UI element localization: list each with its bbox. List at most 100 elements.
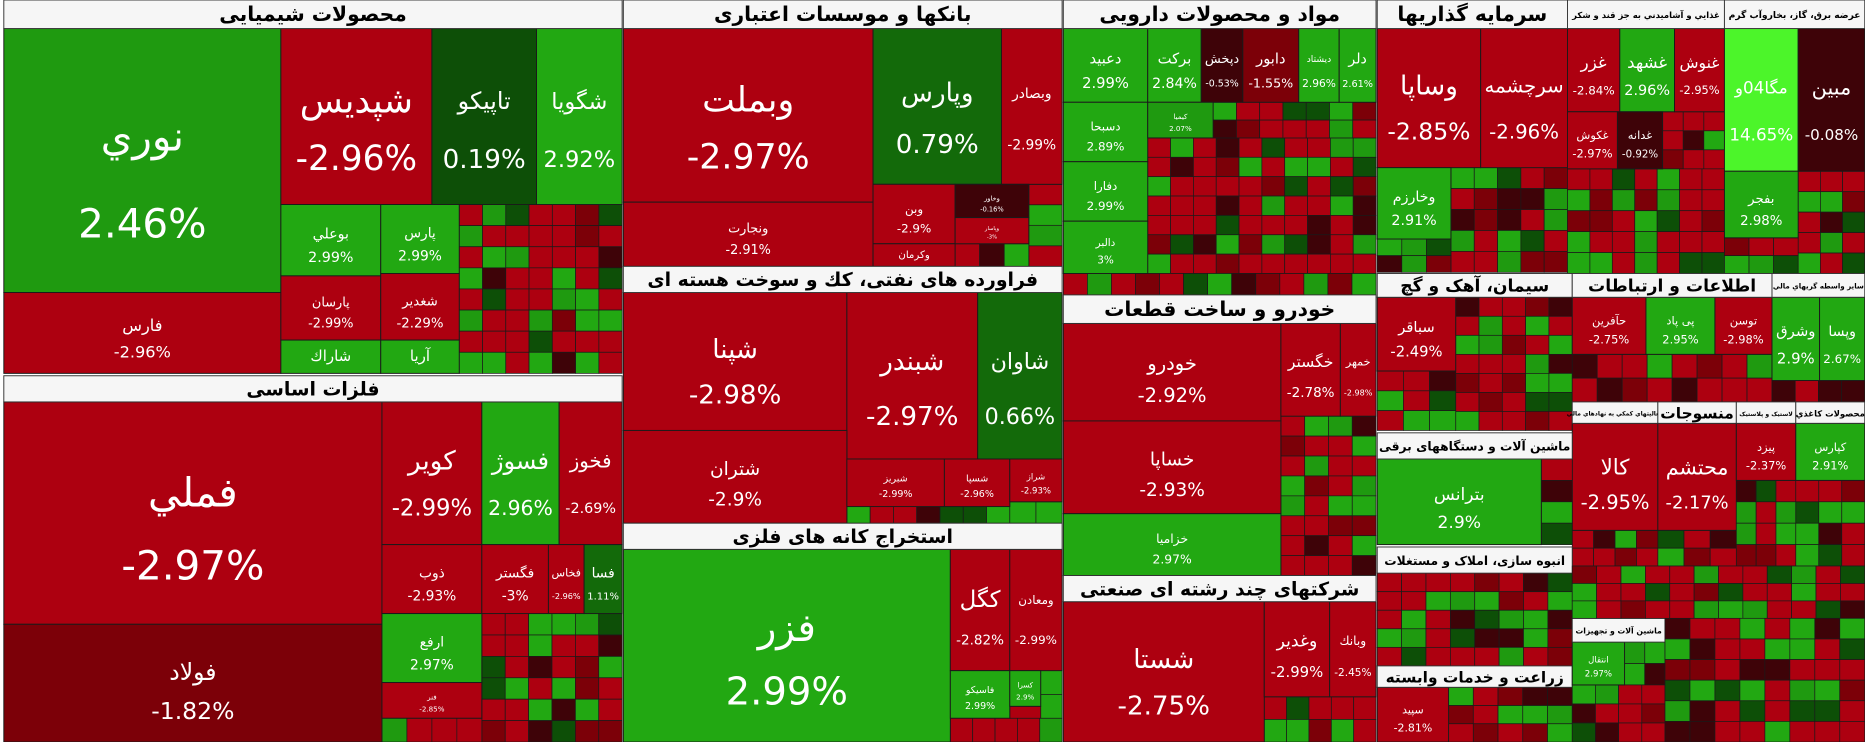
small-tile	[1307, 234, 1331, 255]
small-tile	[1656, 189, 1680, 212]
small-tile	[1351, 415, 1377, 437]
small-tile	[1669, 565, 1695, 584]
small-tile	[1791, 600, 1817, 619]
small-tile	[1746, 377, 1773, 403]
stock-symbol: وخارزم	[1393, 190, 1436, 206]
small-tile	[1764, 617, 1791, 640]
small-tile	[505, 267, 530, 290]
small-tile	[1818, 501, 1843, 524]
sector-header	[1376, 432, 1573, 460]
small-tile	[1611, 231, 1636, 253]
small-tile	[1567, 189, 1591, 212]
small-tile	[1040, 670, 1063, 695]
small-tile	[1429, 410, 1457, 431]
small-tile	[1003, 243, 1030, 267]
small-tile	[1286, 696, 1310, 720]
stock-symbol: شپنا	[712, 335, 758, 365]
small-tile	[1595, 684, 1619, 705]
small-tile	[598, 330, 623, 353]
small-tile	[1353, 719, 1377, 742]
small-tile	[1611, 189, 1636, 212]
small-tile	[1280, 455, 1306, 477]
small-tile	[1755, 501, 1777, 524]
small-tile	[1284, 234, 1308, 255]
small-tile	[972, 717, 996, 742]
small-tile	[1595, 703, 1619, 724]
stock-symbol: آريا	[410, 347, 431, 365]
small-tile	[1682, 111, 1705, 132]
stock-tile	[1571, 641, 1626, 686]
small-tile	[1401, 591, 1427, 611]
stock-change: -2.93%	[1021, 487, 1051, 497]
small-tile	[575, 267, 600, 290]
stock-change: 0.19%	[443, 145, 526, 175]
small-tile	[1764, 638, 1791, 660]
small-tile	[1664, 721, 1691, 742]
stock-symbol: خگستر	[1287, 352, 1334, 372]
small-tile	[1478, 392, 1503, 412]
small-tile	[1261, 137, 1286, 158]
stock-tile	[1616, 111, 1664, 170]
small-tile	[1746, 353, 1773, 379]
small-tile	[1815, 565, 1841, 584]
stock-tile	[846, 292, 979, 460]
small-tile	[1455, 315, 1480, 336]
small-tile	[575, 720, 600, 742]
small-tile	[1689, 638, 1716, 660]
small-tile	[1525, 373, 1550, 393]
stock-change: -2.99%	[392, 495, 472, 521]
small-tile	[1735, 544, 1757, 567]
small-tile	[1693, 600, 1719, 619]
sector-title: فعاليتهاي كمكي به نهادهاي مالي	[1567, 410, 1664, 417]
small-tile	[551, 677, 576, 700]
stock-change: -2.99%	[1271, 663, 1324, 681]
stock-change: -0.16%	[980, 205, 1004, 213]
stock-symbol: حآفرين	[1592, 314, 1626, 329]
small-tile	[1330, 696, 1355, 720]
sector-title: شرکتهای چند رشته ای صنعتی	[1080, 579, 1359, 600]
small-tile	[1540, 480, 1573, 503]
small-tile	[1426, 255, 1452, 273]
stock-change: -2.96%	[1489, 120, 1559, 143]
small-tile	[1280, 555, 1306, 576]
stock-symbol: دلر	[1347, 52, 1366, 68]
small-tile	[994, 717, 1018, 742]
small-tile	[481, 634, 506, 657]
stock-change: 2.97%	[1585, 670, 1612, 680]
stock-symbol: مگا04و	[1734, 77, 1788, 97]
stock-change: -3%	[502, 588, 529, 604]
small-tile	[1147, 234, 1171, 255]
small-tile	[1789, 659, 1816, 681]
stock-tile	[1062, 420, 1282, 515]
small-tile	[1842, 191, 1865, 213]
small-tile	[481, 720, 506, 742]
small-tile	[1282, 119, 1307, 139]
small-tile	[1815, 583, 1841, 602]
small-tile	[1307, 195, 1331, 216]
sector-header	[1376, 0, 1568, 30]
small-tile	[1351, 555, 1377, 576]
stock-tile	[1571, 422, 1659, 531]
small-tile	[1351, 535, 1377, 556]
small-tile	[458, 330, 483, 353]
small-tile	[1634, 168, 1658, 191]
small-tile	[1547, 591, 1573, 611]
small-tile	[1567, 210, 1591, 232]
small-tile	[1814, 679, 1841, 702]
small-tile	[575, 288, 600, 311]
small-tile	[1842, 211, 1865, 233]
small-tile	[1170, 215, 1194, 236]
small-tile	[1645, 583, 1671, 602]
stock-symbol: كگل	[960, 586, 1001, 613]
small-tile	[551, 698, 576, 721]
small-tile	[1352, 156, 1377, 178]
small-tile	[1841, 522, 1865, 545]
small-tile	[1478, 296, 1503, 317]
small-tile	[1236, 101, 1261, 121]
stock-symbol: غدانه	[1628, 128, 1652, 142]
stock-tile	[3, 623, 383, 742]
stock-change: 2.99%	[965, 701, 995, 712]
small-tile	[1403, 370, 1430, 392]
small-tile	[1739, 659, 1766, 681]
sector-header	[1723, 0, 1865, 30]
